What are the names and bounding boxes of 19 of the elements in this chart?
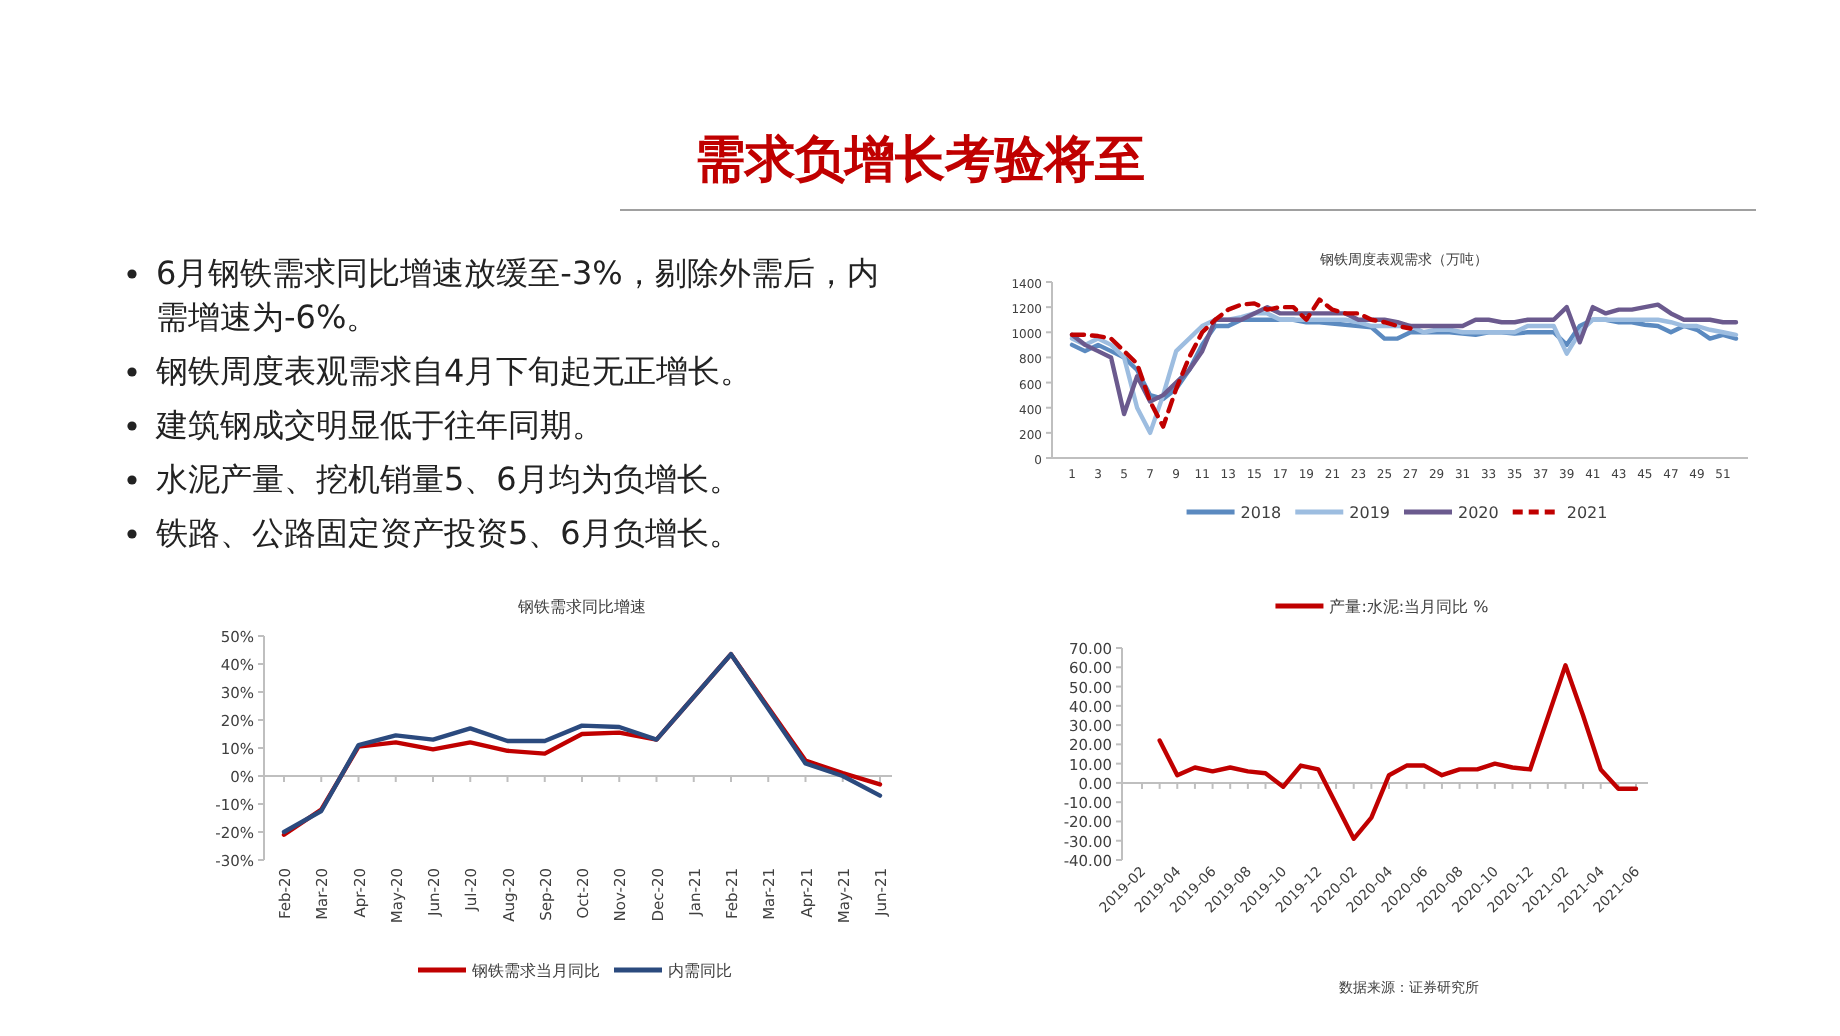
chart-title: 钢铁需求同比增速 [516,598,646,616]
legend-label: 产量:水泥:当月同比 % [1329,598,1490,616]
text: 需求负增长考验将至 [695,130,1145,188]
line-series [1069,297,1413,429]
legend-label: 2020 [1458,504,1499,522]
line-series [1157,663,1639,841]
legend-label: 2018 [1240,504,1282,522]
line-series [1069,311,1739,436]
legend-label: 钢铁需求当月同比 [470,962,600,980]
text: 钢铁周度表观需求自4月下旬起无正增长。 [154,352,753,390]
line-series [1069,317,1739,402]
text: 6月钢铁需求同比增速放缓至-3%，剔除外需后，内需增速为-6%。 [156,254,879,336]
legend-label: 2019 [1349,504,1390,522]
legend-label: 内需同比 [668,962,732,980]
text: 水泥产量、挖机销量5、6月均为负增长。 [156,460,741,498]
line-series [1069,302,1739,417]
text: 建筑钢成交明显低于往年同期。 [154,406,604,444]
legend-label: 2021 [1566,504,1608,522]
text: 铁路、公路固定资产投资5、6月负增长。 [154,514,741,552]
